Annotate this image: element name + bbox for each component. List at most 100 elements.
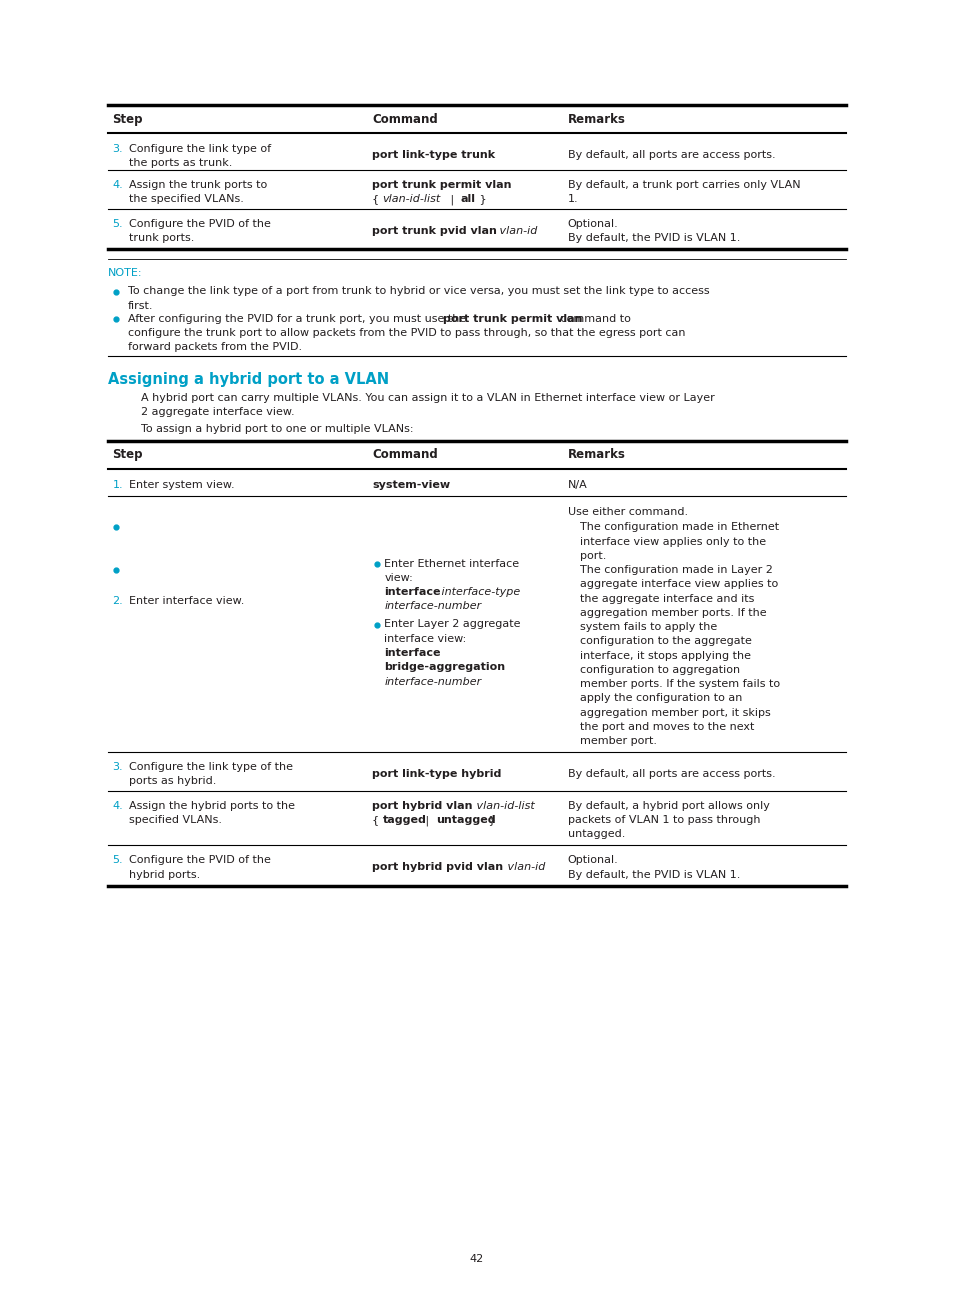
Text: the specified VLANs.: the specified VLANs.	[129, 194, 243, 205]
Text: ports as hybrid.: ports as hybrid.	[129, 776, 216, 787]
Text: interface, it stops applying the: interface, it stops applying the	[579, 651, 750, 661]
Text: 42: 42	[470, 1253, 483, 1264]
Text: {: {	[372, 815, 382, 826]
Text: member ports. If the system fails to: member ports. If the system fails to	[579, 679, 780, 689]
Text: By default, a trunk port carries only VLAN: By default, a trunk port carries only VL…	[567, 180, 800, 191]
Text: command to: command to	[557, 314, 630, 324]
Text: forward packets from the PVID.: forward packets from the PVID.	[128, 342, 302, 353]
Text: vlan-id: vlan-id	[503, 862, 544, 872]
Text: Assign the trunk ports to: Assign the trunk ports to	[129, 180, 267, 191]
Text: 1.: 1.	[112, 480, 123, 490]
Text: By default, all ports are access ports.: By default, all ports are access ports.	[567, 150, 775, 161]
Text: Configure the link type of: Configure the link type of	[129, 144, 271, 154]
Text: By default, all ports are access ports.: By default, all ports are access ports.	[567, 769, 775, 779]
Text: Step: Step	[112, 448, 143, 461]
Text: Enter Layer 2 aggregate: Enter Layer 2 aggregate	[384, 619, 520, 630]
Text: Configure the PVID of the: Configure the PVID of the	[129, 855, 271, 866]
Text: interface view:: interface view:	[384, 634, 466, 644]
Text: specified VLANs.: specified VLANs.	[129, 815, 221, 826]
Text: system fails to apply the: system fails to apply the	[579, 622, 717, 632]
Text: port link-type trunk: port link-type trunk	[372, 150, 495, 161]
Text: all: all	[460, 194, 476, 205]
Text: aggregation member port, it skips: aggregation member port, it skips	[579, 708, 770, 718]
Text: first.: first.	[128, 301, 153, 311]
Text: |: |	[447, 194, 457, 205]
Text: 2.: 2.	[112, 596, 123, 607]
Text: {: {	[372, 194, 382, 205]
Text: interface: interface	[384, 648, 440, 658]
Text: interface view applies only to the: interface view applies only to the	[579, 537, 765, 547]
Text: tagged: tagged	[382, 815, 426, 826]
Text: Use either command.: Use either command.	[567, 507, 687, 517]
Text: N/A: N/A	[567, 480, 587, 490]
Text: port hybrid vlan: port hybrid vlan	[372, 801, 472, 811]
Text: 3.: 3.	[112, 762, 123, 772]
Text: port trunk permit vlan: port trunk permit vlan	[372, 180, 511, 191]
Text: After configuring the PVID for a trunk port, you must use the: After configuring the PVID for a trunk p…	[128, 314, 469, 324]
Text: Enter Ethernet interface: Enter Ethernet interface	[384, 559, 519, 569]
Text: member port.: member port.	[579, 736, 657, 746]
Text: interface-number: interface-number	[384, 601, 481, 612]
Text: Enter interface view.: Enter interface view.	[129, 596, 244, 607]
Text: port trunk permit vlan: port trunk permit vlan	[442, 314, 581, 324]
Text: aggregate interface view applies to: aggregate interface view applies to	[579, 579, 778, 590]
Text: The configuration made in Layer 2: The configuration made in Layer 2	[579, 565, 772, 575]
Text: By default, the PVID is VLAN 1.: By default, the PVID is VLAN 1.	[567, 233, 740, 244]
Text: vlan-id-list: vlan-id-list	[382, 194, 440, 205]
Text: Enter system view.: Enter system view.	[129, 480, 234, 490]
Text: 2 aggregate interface view.: 2 aggregate interface view.	[141, 407, 294, 417]
Text: configuration to the aggregate: configuration to the aggregate	[579, 636, 751, 647]
Text: the ports as trunk.: the ports as trunk.	[129, 158, 232, 168]
Text: 4.: 4.	[112, 801, 123, 811]
Text: 3.: 3.	[112, 144, 123, 154]
Text: interface-number: interface-number	[384, 677, 481, 687]
Text: apply the configuration to an: apply the configuration to an	[579, 693, 741, 704]
Text: Remarks: Remarks	[567, 448, 625, 461]
Text: port link-type hybrid: port link-type hybrid	[372, 769, 501, 779]
Text: By default, a hybrid port allows only: By default, a hybrid port allows only	[567, 801, 769, 811]
Text: Assign the hybrid ports to the: Assign the hybrid ports to the	[129, 801, 294, 811]
Text: To assign a hybrid port to one or multiple VLANs:: To assign a hybrid port to one or multip…	[141, 424, 414, 434]
Text: vlan-id: vlan-id	[496, 226, 537, 236]
Text: A hybrid port can carry multiple VLANs. You can assign it to a VLAN in Ethernet : A hybrid port can carry multiple VLANs. …	[141, 393, 714, 403]
Text: the aggregate interface and its: the aggregate interface and its	[579, 594, 754, 604]
Text: }: }	[484, 815, 495, 826]
Text: 5.: 5.	[112, 855, 123, 866]
Text: Step: Step	[112, 113, 143, 126]
Text: view:: view:	[384, 573, 413, 583]
Text: untagged.: untagged.	[567, 829, 624, 840]
Text: By default, the PVID is VLAN 1.: By default, the PVID is VLAN 1.	[567, 870, 740, 880]
Text: configure the trunk port to allow packets from the PVID to pass through, so that: configure the trunk port to allow packet…	[128, 328, 684, 338]
Text: trunk ports.: trunk ports.	[129, 233, 194, 244]
Text: To change the link type of a port from trunk to hybrid or vice versa, you must s: To change the link type of a port from t…	[128, 286, 709, 297]
Text: packets of VLAN 1 to pass through: packets of VLAN 1 to pass through	[567, 815, 760, 826]
Text: Optional.: Optional.	[567, 219, 618, 229]
Text: the port and moves to the next: the port and moves to the next	[579, 722, 754, 732]
Text: Command: Command	[372, 448, 437, 461]
Text: system-view: system-view	[372, 480, 450, 490]
Text: Remarks: Remarks	[567, 113, 625, 126]
Text: aggregation member ports. If the: aggregation member ports. If the	[579, 608, 766, 618]
Text: |: |	[421, 815, 432, 826]
Text: untagged: untagged	[436, 815, 496, 826]
Text: Command: Command	[372, 113, 437, 126]
Text: Configure the PVID of the: Configure the PVID of the	[129, 219, 271, 229]
Text: port hybrid pvid vlan: port hybrid pvid vlan	[372, 862, 502, 872]
Text: configuration to aggregation: configuration to aggregation	[579, 665, 740, 675]
Text: Assigning a hybrid port to a VLAN: Assigning a hybrid port to a VLAN	[108, 372, 389, 388]
Text: hybrid ports.: hybrid ports.	[129, 870, 200, 880]
Text: 4.: 4.	[112, 180, 123, 191]
Text: 5.: 5.	[112, 219, 123, 229]
Text: interface: interface	[384, 587, 440, 597]
Text: interface-type: interface-type	[437, 587, 519, 597]
Text: port trunk pvid vlan: port trunk pvid vlan	[372, 226, 497, 236]
Text: Optional.: Optional.	[567, 855, 618, 866]
Text: The configuration made in Ethernet: The configuration made in Ethernet	[579, 522, 779, 533]
Text: port.: port.	[579, 551, 606, 561]
Text: vlan-id-list: vlan-id-list	[473, 801, 535, 811]
Text: NOTE:: NOTE:	[108, 268, 142, 279]
Text: bridge-aggregation: bridge-aggregation	[384, 662, 505, 673]
Text: }: }	[476, 194, 486, 205]
Text: Configure the link type of the: Configure the link type of the	[129, 762, 293, 772]
Text: 1.: 1.	[567, 194, 578, 205]
